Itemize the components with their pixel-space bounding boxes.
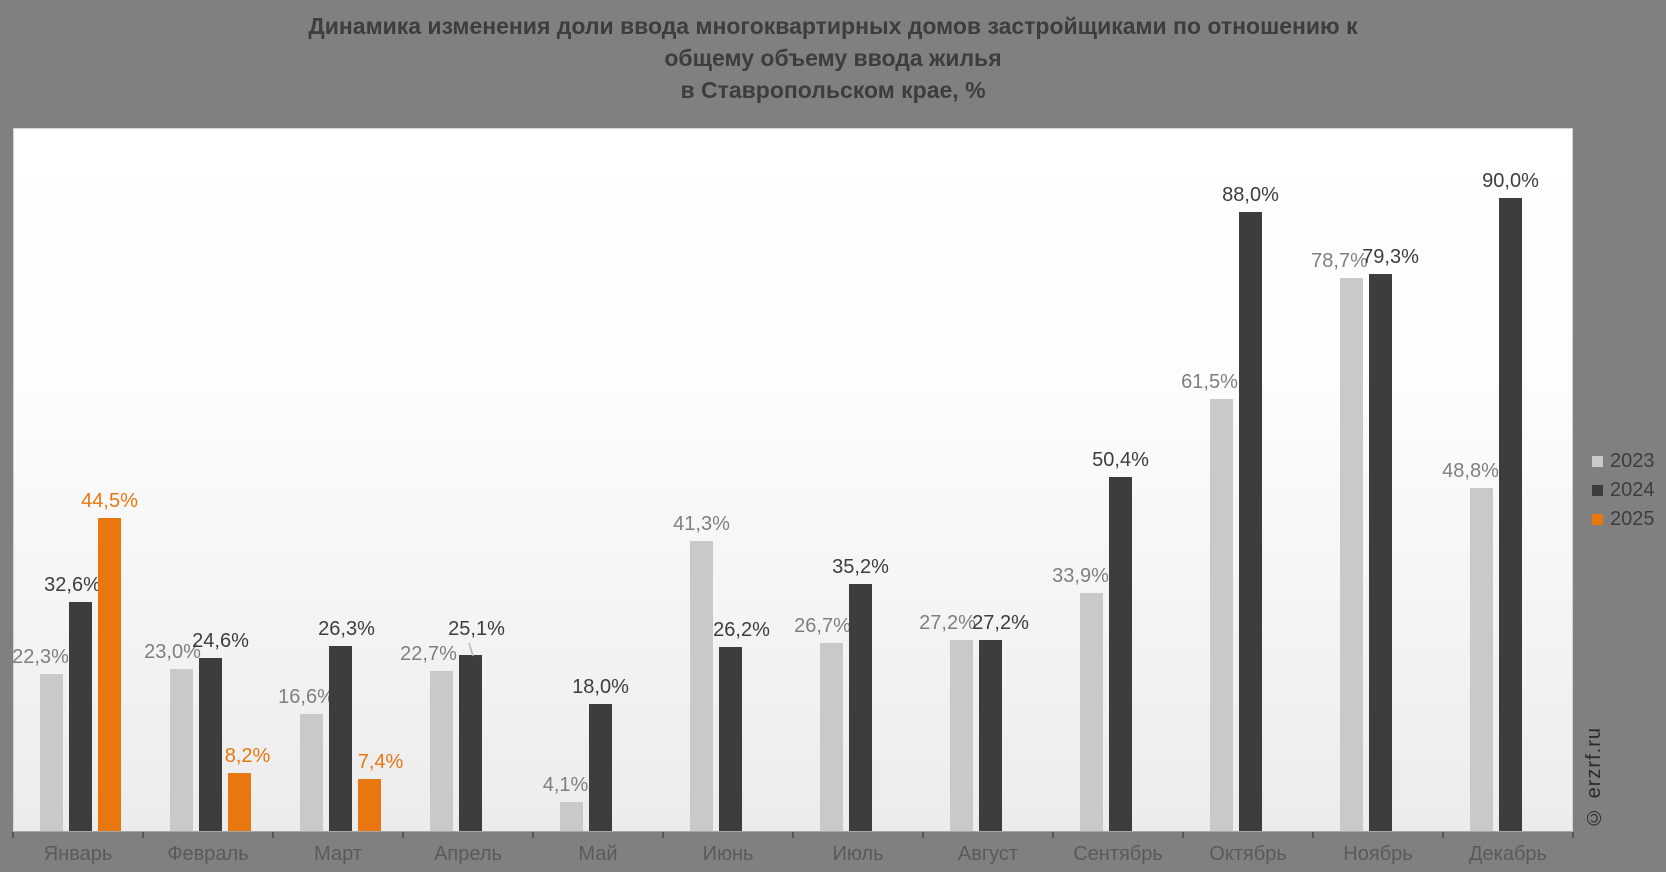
x-axis-label-Май: Май — [578, 843, 618, 865]
legend-swatch-2024 — [1592, 484, 1603, 496]
bar-2024-Июль — [849, 584, 872, 831]
x-axis-tick — [272, 832, 274, 838]
x-axis-label-Январь: Январь — [43, 843, 113, 865]
bar-2023-Сентябрь — [1080, 593, 1103, 831]
bar-2023-Июнь — [690, 541, 713, 831]
x-axis-tick — [1312, 832, 1314, 838]
x-axis-tick — [532, 832, 534, 838]
legend-item-2023: 2023 — [1592, 449, 1655, 473]
bar-value-label-2024-Февраль: 24,6% — [192, 630, 249, 652]
bar-value-label-2023-Февраль: 23,0% — [144, 641, 201, 663]
bar-2023-Апрель — [430, 671, 453, 831]
x-axis-tick — [1572, 832, 1574, 838]
bar-value-label-2023-Март: 16,6% — [278, 686, 335, 708]
bar-value-label-2023-Январь: 22,3% — [12, 646, 69, 668]
bar-2024-Январь — [69, 602, 92, 831]
bar-value-label-2024-Июль: 35,2% — [832, 556, 889, 578]
bar-2023-Август — [950, 640, 973, 831]
bar-value-label-2024-Сентябрь: 50,4% — [1092, 449, 1149, 471]
legend-item-2025: 2025 — [1592, 507, 1655, 531]
bar-value-label-2024-Декабрь: 90,0% — [1482, 170, 1539, 192]
bar-value-label-2023-Август: 27,2% — [919, 612, 976, 634]
bar-2023-Январь — [40, 674, 63, 831]
bar-value-label-2023-Апрель: 22,7% — [400, 643, 457, 665]
x-axis-label-Ноябрь: Ноябрь — [1343, 843, 1413, 865]
plot-area: 22,3% 23,0% 16,6% 22,7% 4,1% 41,3% 26,7% 27,2% 3… — [12, 128, 1573, 832]
x-axis-tick — [922, 832, 924, 838]
bar-value-label-2024-Май: 18,0% — [572, 676, 629, 698]
chart-title-line-2: общему объему ввода жилья — [664, 45, 1002, 71]
x-axis-label-Апрель: Апрель — [434, 843, 502, 865]
bar-value-label-2023-Май: 4,1% — [542, 774, 589, 796]
legend-label-2024: 2024 — [1610, 478, 1655, 501]
bar-value-label-2023-Ноябрь: 78,7% — [1311, 250, 1368, 272]
bar-value-label-2023-Декабрь: 48,8% — [1442, 460, 1499, 482]
x-axis-tick — [142, 832, 144, 838]
x-axis: Январь Февраль Март Апрель Май Июнь Июль Август… — [0, 832, 1666, 872]
bar-2025-Январь — [98, 518, 121, 831]
legend-item-2024: 2024 — [1592, 478, 1655, 502]
x-axis-tick — [792, 832, 794, 838]
bar-value-label-2024-Март: 26,3% — [318, 618, 375, 640]
chart-title: Динамика изменения доли ввода многокварт… — [0, 10, 1666, 106]
chart-title-line-1: Динамика изменения доли ввода многокварт… — [308, 13, 1358, 39]
bar-value-label-2024-Январь: 32,6% — [44, 574, 101, 596]
bar-value-label-2025-Январь: 44,5% — [81, 490, 138, 512]
bar-2024-Май — [589, 704, 612, 831]
bar-value-label-2023-Июль: 26,7% — [794, 615, 851, 637]
watermark-erzrf: © erzrf.ru — [1583, 727, 1605, 828]
x-axis-label-Октябрь: Октябрь — [1209, 843, 1287, 865]
bar-2025-Февраль — [228, 773, 251, 831]
bar-value-label-2023-Сентябрь: 33,9% — [1052, 565, 1109, 587]
bar-value-label-2024-Август: 27,2% — [972, 612, 1029, 634]
x-axis-label-Декабрь: Декабрь — [1469, 843, 1547, 865]
legend-swatch-2023 — [1592, 455, 1603, 467]
bar-2024-Февраль — [199, 658, 222, 831]
legend-label-2025: 2025 — [1610, 507, 1655, 530]
bar-value-label-2023-Октябрь: 61,5% — [1181, 371, 1238, 393]
bar-2023-Октябрь — [1210, 399, 1233, 831]
x-axis-label-Сентябрь: Сентябрь — [1073, 843, 1163, 865]
bar-2024-Март — [329, 646, 352, 831]
x-axis-label-Февраль: Февраль — [167, 843, 249, 865]
bar-2023-Декабрь — [1470, 488, 1493, 831]
bar-value-label-2023-Июнь: 41,3% — [673, 513, 730, 535]
bar-2023-Март — [300, 714, 323, 831]
x-axis-tick — [402, 832, 404, 838]
x-axis-label-Март: Март — [314, 843, 362, 865]
bar-value-label-2024-Ноябрь: 79,3% — [1362, 246, 1419, 268]
bar-value-label-2024-Октябрь: 88,0% — [1222, 184, 1279, 206]
bar-2024-Апрель — [459, 655, 482, 831]
x-axis-label-Июль: Июль — [832, 843, 884, 865]
legend-label-2023: 2023 — [1610, 449, 1655, 472]
bar-2024-Ноябрь — [1369, 274, 1392, 831]
bar-2023-Февраль — [170, 669, 193, 831]
x-axis-tick — [662, 832, 664, 838]
x-axis-tick — [12, 832, 14, 838]
bar-2023-Июль — [820, 643, 843, 831]
bar-value-label-2025-Март: 7,4% — [357, 751, 404, 773]
bar-2024-Август — [979, 640, 1002, 831]
x-axis-tick — [1442, 832, 1444, 838]
bar-2023-Май — [560, 802, 583, 831]
bar-2024-Июнь — [719, 647, 742, 831]
bar-value-label-2024-Апрель: 25,1% — [448, 618, 505, 640]
bar-2023-Ноябрь — [1340, 278, 1363, 831]
bar-value-label-2025-Февраль: 8,2% — [224, 745, 271, 767]
chart-title-line-3: в Ставропольском крае, % — [680, 77, 986, 103]
legend-swatch-2025 — [1592, 513, 1603, 525]
x-axis-label-Август: Август — [957, 843, 1019, 865]
x-axis-tick — [1182, 832, 1184, 838]
x-axis-tick — [1052, 832, 1054, 838]
bar-value-label-2024-Июнь: 26,2% — [713, 619, 770, 641]
legend: 2023 2024 2025 — [1592, 449, 1655, 536]
bar-2024-Октябрь — [1239, 212, 1262, 831]
bar-2025-Март — [358, 779, 381, 831]
x-axis-label-Июнь: Июнь — [702, 843, 754, 865]
bar-2024-Сентябрь — [1109, 477, 1132, 831]
bar-2024-Декабрь — [1499, 198, 1522, 831]
